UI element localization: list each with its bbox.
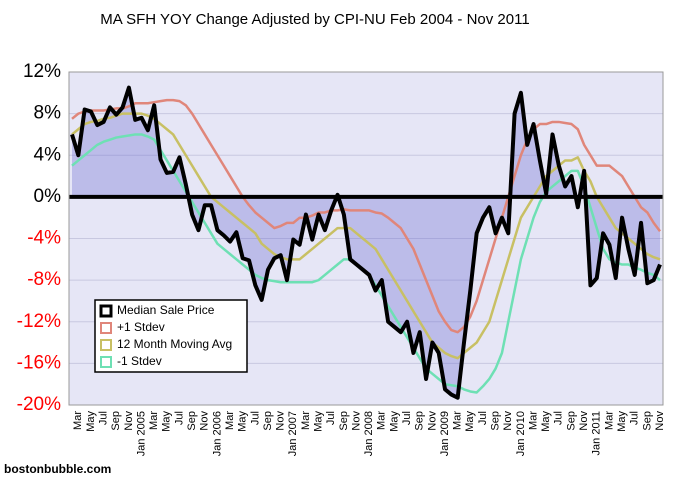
y-tick-label: 8%: [34, 103, 62, 124]
x-tick-label: Mar: [603, 411, 615, 430]
x-tick-label: Mar: [527, 411, 539, 430]
x-tick-label: Jan 2009: [439, 411, 451, 456]
x-tick-label: Sep: [641, 411, 653, 431]
x-tick-label: Sep: [186, 411, 198, 431]
x-tick-label: Jul: [173, 411, 185, 425]
x-tick-label: Jul: [553, 411, 565, 425]
x-tick-label: Jul: [401, 411, 413, 425]
x-tick-label: Jan 2008: [363, 411, 375, 456]
x-tick-label: Mar: [148, 411, 160, 430]
x-tick-label: Jan 2006: [211, 411, 223, 456]
x-tick-label: Mar: [224, 411, 236, 430]
x-tick-label: May: [464, 411, 476, 432]
x-tick-label: Mar: [300, 411, 312, 430]
legend-swatch: [100, 322, 112, 334]
x-tick-label: May: [161, 411, 173, 432]
legend-label: -1 Stdev: [117, 354, 162, 368]
x-tick-label: Jan 2011: [591, 411, 603, 455]
y-tick-label: -8%: [27, 269, 61, 290]
x-tick-label: Sep: [490, 411, 502, 431]
series-line: [71, 112, 661, 360]
legend: Median Sale Price +1 Stdev 12 Month Moving…: [94, 299, 248, 373]
legend-label: +1 Stdev: [117, 320, 165, 334]
legend-label: Median Sale Price: [117, 303, 215, 317]
x-tick-label: Jan 2005: [135, 411, 147, 456]
y-tick-label: 4%: [34, 144, 62, 165]
x-tick-label: Nov: [654, 411, 666, 431]
x-tick-label: May: [540, 411, 552, 432]
x-tick-label: Jul: [629, 411, 641, 425]
x-tick-label: Nov: [578, 411, 590, 431]
x-tick-label: Jan 2007: [287, 411, 299, 456]
x-tick-label: Mar: [376, 411, 388, 430]
series-line: [71, 98, 661, 334]
x-tick-label: Nov: [123, 411, 135, 431]
x-tick-label: Sep: [414, 411, 426, 431]
x-tick-label: May: [237, 411, 249, 432]
legend-swatch: [100, 339, 112, 351]
chart-title: MA SFH YOY Change Adjusted by CPI-NU Feb…: [100, 11, 529, 28]
x-tick-label: Jul: [98, 411, 110, 425]
y-tick-label: 12%: [23, 61, 61, 82]
x-tick-label: May: [312, 411, 324, 432]
x-tick-label: Nov: [502, 411, 514, 431]
x-tick-label: May: [388, 411, 400, 432]
legend-box: [94, 299, 248, 373]
y-tick-label: 0%: [34, 186, 62, 207]
legend-swatch: [100, 356, 112, 368]
x-tick-label: May: [85, 411, 97, 432]
x-tick-label: Nov: [350, 411, 362, 431]
x-tick-label: Nov: [199, 411, 211, 431]
x-tick-label: Sep: [262, 411, 274, 431]
y-tick-label: -16%: [17, 352, 61, 373]
y-tick-label: -12%: [17, 311, 61, 332]
x-tick-label: Sep: [110, 411, 122, 431]
x-tick-label: May: [616, 411, 628, 432]
x-tick-label: Jul: [477, 411, 489, 425]
x-tick-label: Sep: [565, 411, 577, 431]
x-tick-label: Nov: [275, 411, 287, 431]
x-tick-label: Mar: [452, 411, 464, 430]
y-tick-label: -4%: [27, 228, 61, 249]
y-tick-label: -20%: [17, 394, 61, 415]
legend-swatch: [99, 304, 113, 318]
source: bostonbubble.com: [4, 462, 111, 476]
x-tick-label: Jul: [325, 411, 337, 425]
x-tick-label: Nov: [426, 411, 438, 431]
x-tick-label: Sep: [338, 411, 350, 431]
x-tick-label: Jan 2010: [515, 411, 527, 456]
plot-border: [68, 71, 664, 406]
series-line: [70, 85, 662, 400]
legend-label: 12 Month Moving Avg: [117, 337, 232, 351]
x-tick-label: Mar: [72, 411, 84, 430]
x-tick-label: Jul: [249, 411, 261, 425]
